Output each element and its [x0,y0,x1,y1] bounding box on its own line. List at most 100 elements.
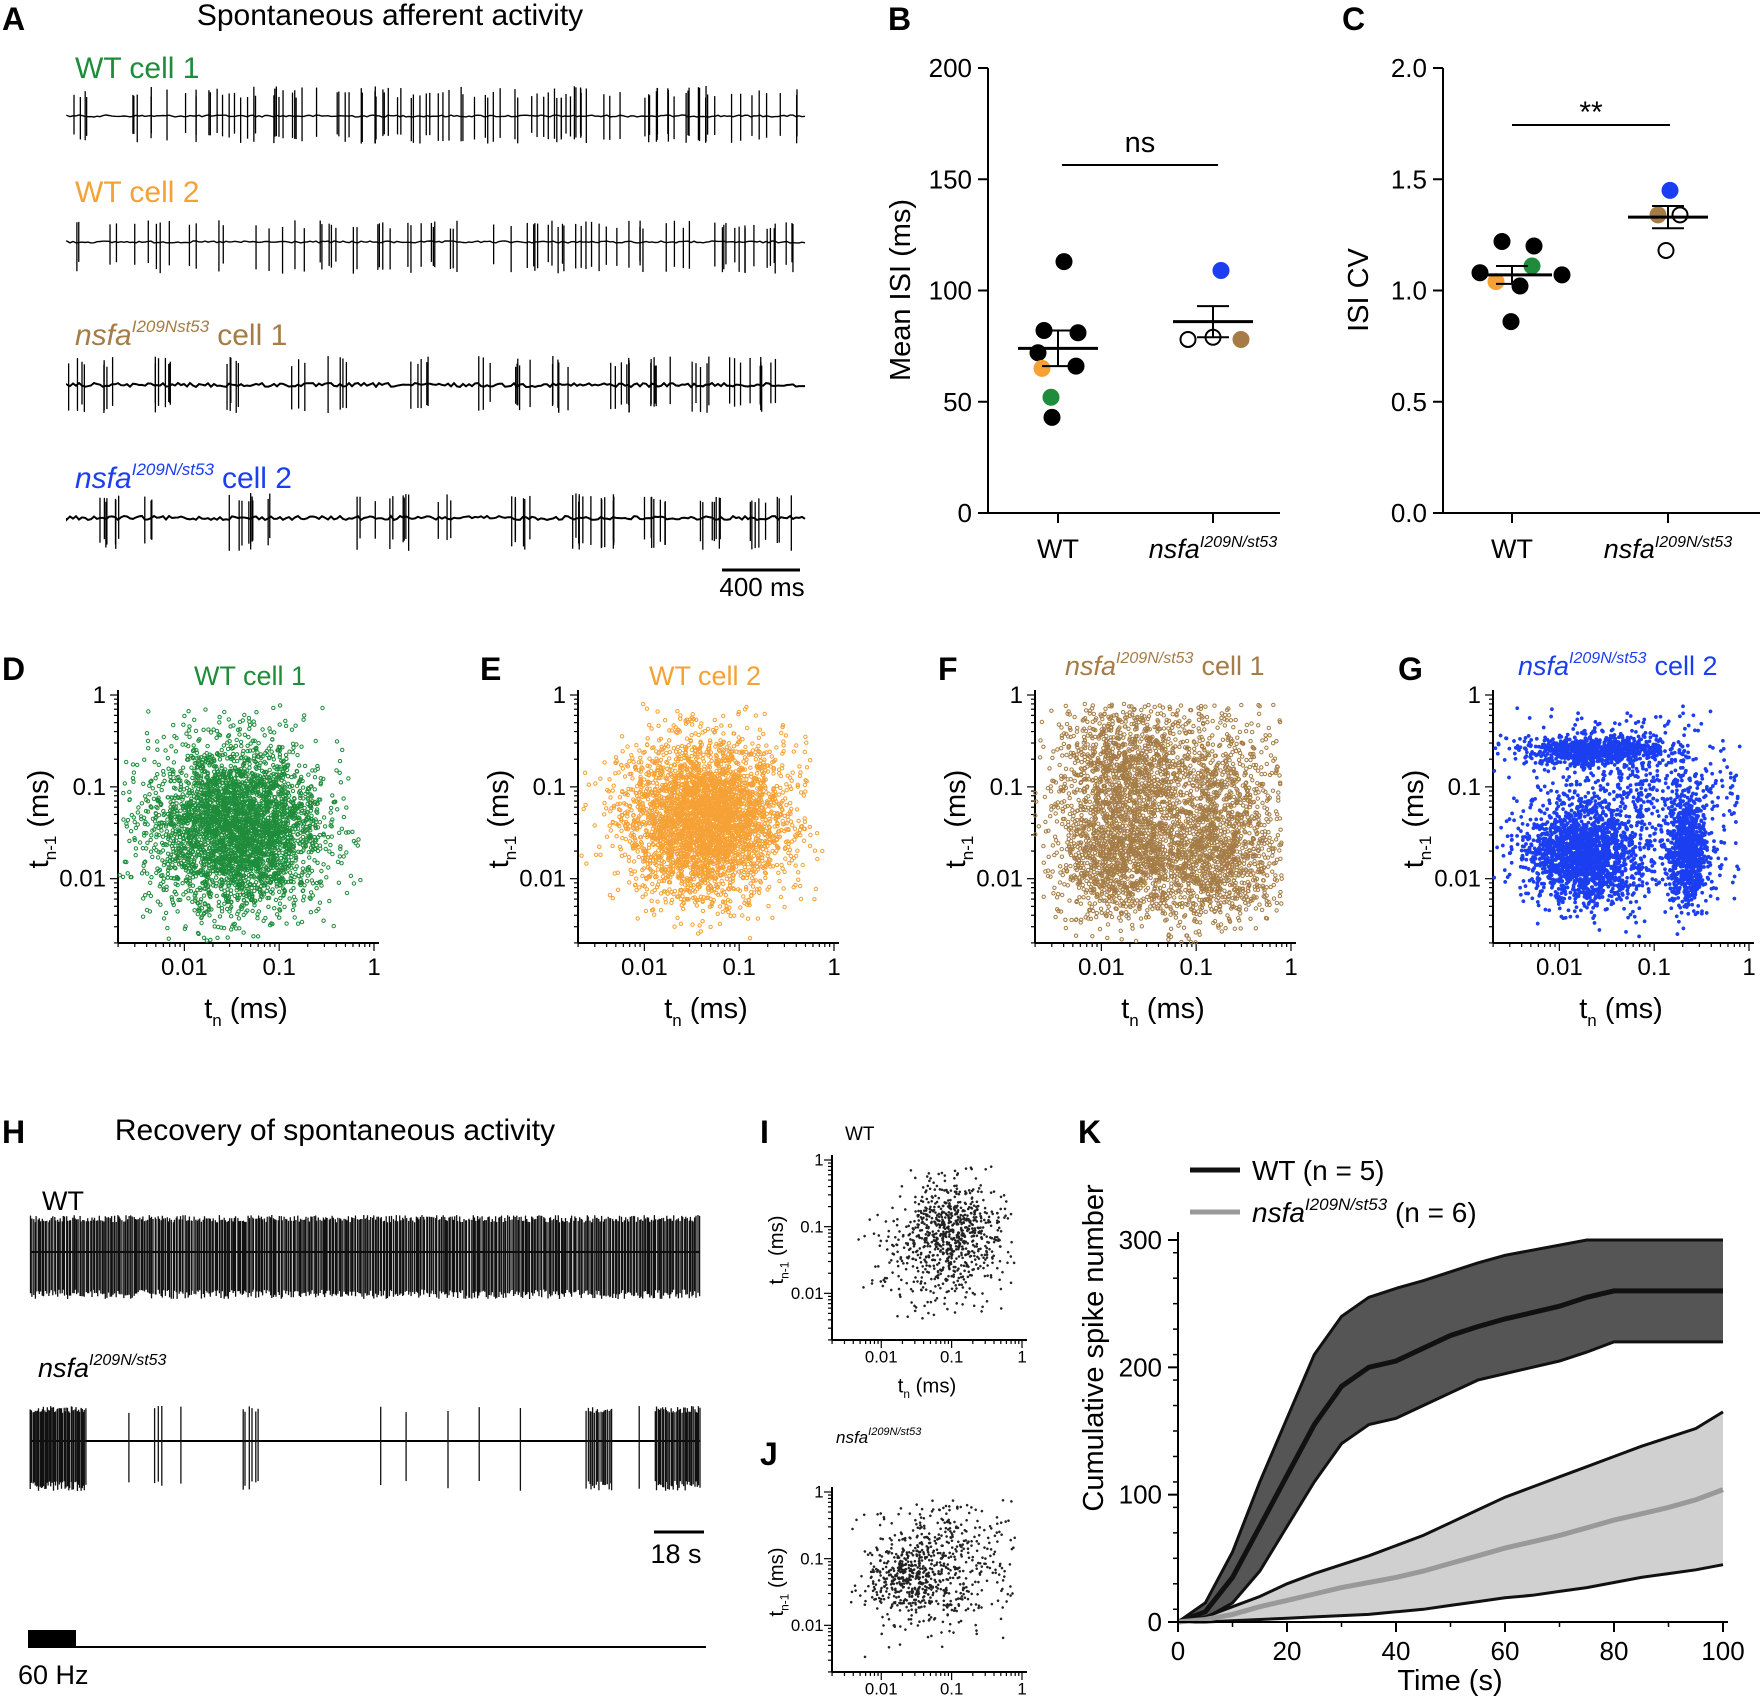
y-tick-label: 0.5 [1391,387,1427,417]
panel-f-title: nsfaI209N/st53 cell 1 [1065,650,1264,681]
data-point [1657,241,1675,259]
panel-a-title: Spontaneous afferent activity [197,0,583,32]
trace-baseline [66,240,806,244]
panel-g-letter: G [1398,651,1423,687]
y-tick-label: 0.0 [1391,498,1427,528]
panel-c-letter: C [1342,1,1365,37]
y-axis-label: tn-1 (ms) [483,770,520,869]
y-tick-label: 50 [943,387,972,417]
x-tick-label: 1 [1017,1679,1026,1698]
k-y-label: Cumulative spike number [1078,1184,1110,1512]
return-map-panels: D WT cell 1 E WT cell 2 F nsfaI209N/st53… [2,650,1756,1030]
x-tick-label: 0.01 [1078,954,1125,981]
y-tick-label: 200 [1119,1352,1162,1382]
panel-d-title: WT cell 1 [194,661,306,691]
x-tick-label: 0.01 [621,954,668,981]
c-y-ticks: 0.0 0.5 1.0 1.5 2.0 [1391,53,1443,528]
x-tick-label: 0.1 [722,954,755,981]
x-category-label: WT [1491,534,1533,564]
spike-trace-wt-cell-1 [66,86,806,144]
c-y-label: ISI CV [1343,247,1375,331]
b-data-points [1018,253,1253,426]
y-tick-label: 0.1 [800,1549,823,1568]
panel-b-letter: B [888,1,911,37]
scatter-points [1492,704,1742,939]
panel-k: K WT (n = 5) nsfaI209N/st53 (n = 6) 0 100… [1078,1114,1745,1697]
spike-trace-wt-cell-2 [66,220,806,274]
y-tick-label: 0.01 [59,866,106,893]
panel-e-letter: E [480,651,501,687]
trace-baseline [66,381,805,389]
data-point [1525,237,1543,255]
panel-b: B 0 50 100 150 200 WT nsfaI209N/st53 Mean ISI… [885,1,1280,564]
data-point [1661,181,1679,199]
panel-i: I WT [760,1114,875,1150]
x-category-label: nsfaI209N/st53 [1149,534,1278,564]
trace-baseline [66,114,806,118]
y-axis-label: tn-1 (ms) [766,1215,792,1284]
y-tick-label: 1 [93,682,106,709]
scalebar-18s-label: 18 s [650,1539,701,1569]
x-axis-label: tn (ms) [1121,993,1205,1030]
spike-bursts [29,1215,701,1299]
return-map-e: 0.01 0.01 0.1 0.1 1 1 tn (ms) tn-1 (ms) [483,682,841,1030]
x-tick-label: 0.1 [940,1347,963,1366]
x-tick-label: 0.01 [161,954,208,981]
b-x-categories: WT nsfaI209N/st53 [1037,513,1277,564]
data-point [1502,313,1520,331]
spike-trace-nsfa-cell-2 [66,493,806,551]
x-axis-label: tn (ms) [204,993,288,1030]
y-tick-label: 1 [814,1151,823,1170]
x-tick-label: 0 [1171,1636,1185,1666]
x-tick-label: 1 [367,954,380,981]
y-tick-label: 0.01 [976,866,1023,893]
mean-line [1177,1288,1723,1625]
panel-h-letter: H [2,1114,25,1150]
data-point [1232,330,1250,348]
k-plot-area: 0 100 200 300 0 20 40 60 80 100 [1119,1225,1745,1666]
confidence-band [1178,1240,1723,1622]
x-tick-label: 100 [1701,1636,1744,1666]
data-point [1042,388,1060,406]
b-significance-label: ns [1125,127,1156,159]
c-data-points [1471,181,1708,331]
data-point [1069,324,1087,342]
panel-h: H Recovery of spontaneous activity WT ns… [2,1114,706,1690]
panel-a-letter: A [2,1,25,37]
panel-f-letter: F [938,651,958,687]
data-point [1055,253,1073,271]
y-tick-label: 2.0 [1391,53,1427,83]
x-category-label: nsfaI209N/st53 [1604,534,1733,564]
x-tick-label: 0.1 [1637,954,1670,981]
scatter-points [857,1165,1016,1320]
y-axis-label: tn-1 (ms) [1398,770,1435,869]
y-tick-label: 0.01 [519,866,566,893]
c-x-categories: WT nsfaI209N/st53 [1491,513,1732,564]
y-tick-label: 1 [553,682,566,709]
stimulus-label: 60 Hz [18,1660,89,1690]
k-legend-nsfa-label: nsfaI209N/st53 (n = 6) [1252,1195,1477,1228]
trace-label-nsfa-cell-2: nsfaI209N/st53 cell 2 [75,460,292,495]
x-tick-label: 0.01 [865,1679,898,1698]
b-y-ticks: 0 50 100 150 200 [929,53,988,528]
y-tick-label: 0.01 [791,1284,824,1303]
panel-d-letter: D [2,651,25,687]
panel-i-title: WT [845,1124,875,1145]
x-tick-label: 20 [1273,1636,1302,1666]
data-point [1043,408,1061,426]
y-tick-label: 0.1 [1448,774,1481,801]
x-tick-label: 0.1 [1179,954,1212,981]
data-point [1212,261,1230,279]
y-tick-label: 0.1 [533,774,566,801]
data-point [1649,206,1667,224]
trace-label-wt-cell-1: WT cell 1 [75,52,199,85]
y-axis-label: tn-1 (ms) [940,770,977,869]
spike-trace-nsfa-cell-1 [66,355,805,413]
x-tick-label: 40 [1382,1636,1411,1666]
x-tick-label: 0.01 [1536,954,1583,981]
y-tick-label: 1 [1468,682,1481,709]
h-wt-label: WT [42,1186,84,1216]
x-tick-label: 0.1 [262,954,295,981]
